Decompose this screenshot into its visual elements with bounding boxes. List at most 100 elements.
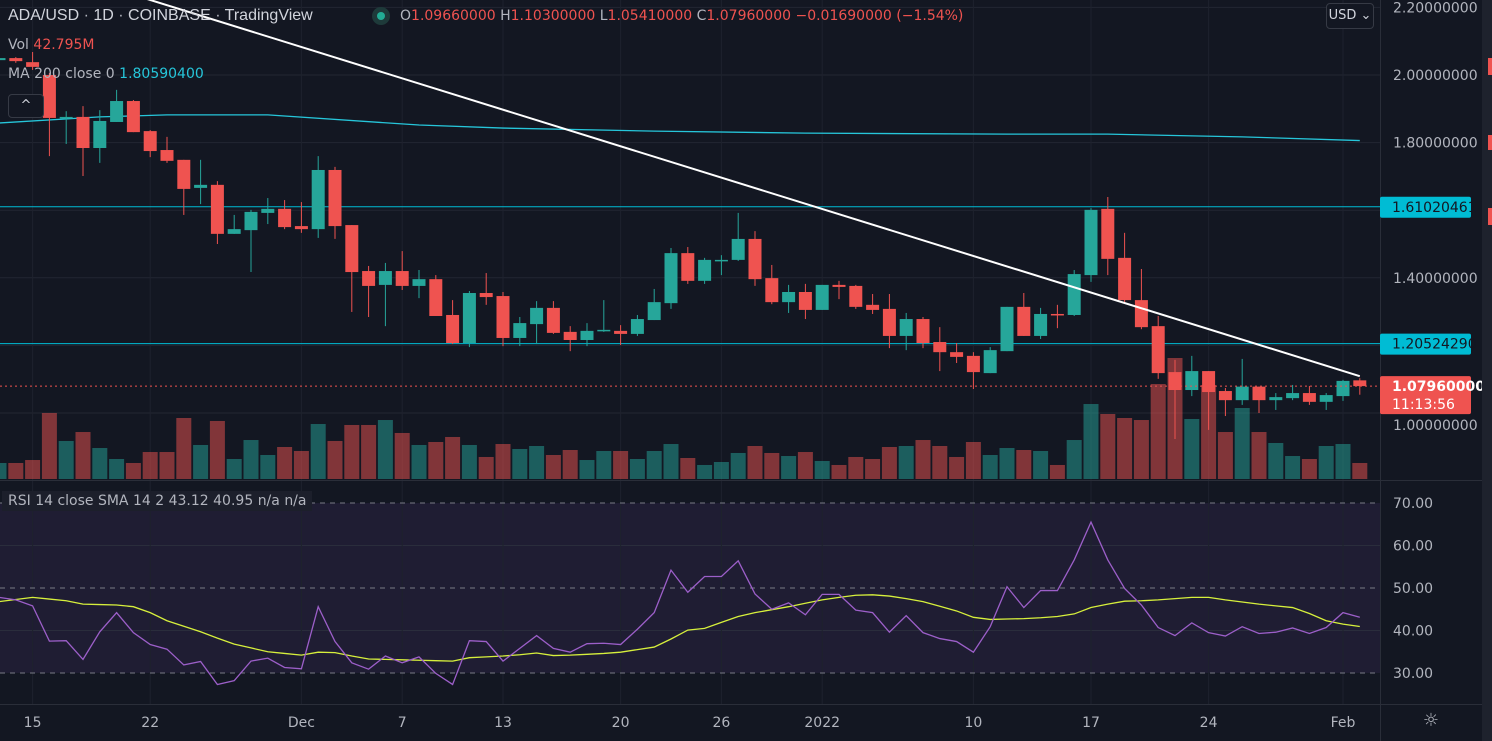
candle-body (93, 120, 107, 149)
time-tick-label: 20 (612, 715, 630, 731)
candle-body (832, 284, 846, 287)
candle (1235, 358, 1249, 405)
candle-body (261, 208, 275, 213)
separator: · (118, 7, 124, 24)
candle (916, 317, 930, 349)
candle (177, 159, 191, 215)
candle (395, 251, 409, 290)
volume-bar (965, 441, 981, 479)
symbol-legend[interactable]: ADA/USD · 1D · COINBASE · TradingView (8, 7, 313, 25)
candle (1084, 208, 1098, 282)
candle (412, 270, 426, 299)
volume-bar (1217, 432, 1233, 479)
volume-bar (1268, 443, 1284, 479)
candle-body (1101, 208, 1115, 259)
candle-body (1000, 306, 1014, 352)
volume-bar (41, 412, 57, 479)
volume-bar (999, 448, 1015, 479)
candle-body (395, 271, 409, 286)
candle (345, 225, 359, 312)
candle-body (1353, 380, 1367, 387)
candle-body (177, 159, 191, 189)
volume-bar (529, 445, 545, 479)
candle (614, 325, 628, 346)
candle-body (1067, 274, 1081, 315)
ma200-line (0, 114, 1360, 142)
candle (630, 314, 644, 336)
volume-bar (881, 447, 897, 479)
volume-bar (461, 444, 477, 479)
currency-dropdown[interactable]: USD ⌄ (1326, 3, 1374, 29)
rsi-legend[interactable]: RSI 14 close SMA 14 2 43.12 40.95 n/a n/… (2, 491, 313, 511)
candle-body (714, 259, 728, 262)
ma-label: MA 200 close 0 (8, 66, 115, 82)
candle-body (9, 58, 23, 62)
candle-body (160, 150, 174, 161)
candle-body (1269, 397, 1283, 401)
candle (530, 301, 544, 345)
volume-bar (260, 455, 276, 479)
exchange: COINBASE (128, 7, 211, 24)
candle-body (446, 314, 460, 344)
candle-body (1336, 380, 1350, 397)
candle (546, 301, 560, 334)
candle-body (462, 293, 476, 344)
time-tick-label: 26 (712, 715, 730, 731)
candle-body (126, 101, 140, 133)
candle (782, 284, 796, 313)
time-tick-label: Feb (1331, 715, 1356, 731)
time-tick-label: 24 (1200, 715, 1218, 731)
candle (983, 347, 997, 374)
volume-bar (596, 451, 612, 479)
rsi-sma-line (0, 594, 1360, 662)
candle-body (1168, 372, 1182, 391)
candle-body (0, 58, 6, 61)
candle-body (731, 238, 745, 260)
volume-bar (25, 460, 41, 479)
volume-bar (915, 440, 931, 479)
volume-bar (310, 424, 326, 479)
volume-legend[interactable]: Vol 42.795M (8, 37, 94, 53)
volume-bar (394, 432, 410, 479)
volume-bar (1301, 459, 1317, 479)
ma-legend[interactable]: MA 200 close 0 1.80590400 (8, 66, 204, 82)
candle-body (278, 208, 292, 228)
candle (1151, 315, 1165, 379)
volume-bar (663, 444, 679, 479)
volume-bar (1201, 384, 1217, 479)
gear-icon[interactable]: ☼ (1422, 710, 1440, 731)
candle (1302, 385, 1316, 405)
candle-body (815, 284, 829, 310)
volume-bar (361, 424, 377, 479)
market-status-icon (372, 7, 390, 25)
candle-body (933, 342, 947, 353)
price-tick-label: 1.00000000 (1393, 418, 1478, 434)
volume-bar (1033, 451, 1049, 479)
candle-body (1151, 326, 1165, 374)
candle-body (630, 319, 644, 334)
candle (580, 323, 594, 347)
candle (798, 283, 812, 320)
volume-bar (629, 459, 645, 479)
volume-bar (1251, 432, 1267, 479)
candle-body (748, 238, 762, 280)
collapse-legend-button[interactable]: ^ (8, 94, 44, 118)
countdown-label: 11:13:56 (1392, 397, 1455, 413)
ma-value: 1.80590400 (119, 66, 204, 82)
volume-bar (865, 459, 881, 479)
candle-body (328, 169, 342, 227)
level-price-label: 1.20524290 (1392, 337, 1477, 353)
volume-bar (797, 452, 813, 479)
volume-bar (1335, 444, 1351, 479)
price-tick-label: 1.40000000 (1393, 271, 1478, 287)
level-price-label: 1.61020461 (1392, 200, 1477, 216)
candle (93, 110, 107, 163)
volume-bar (75, 432, 91, 479)
volume-bar (1133, 420, 1149, 479)
candle (378, 262, 392, 327)
right-panel-marker (1488, 135, 1492, 150)
volume-bar (8, 463, 24, 479)
candle-body (899, 319, 913, 336)
right-panel-marker (1488, 58, 1492, 75)
